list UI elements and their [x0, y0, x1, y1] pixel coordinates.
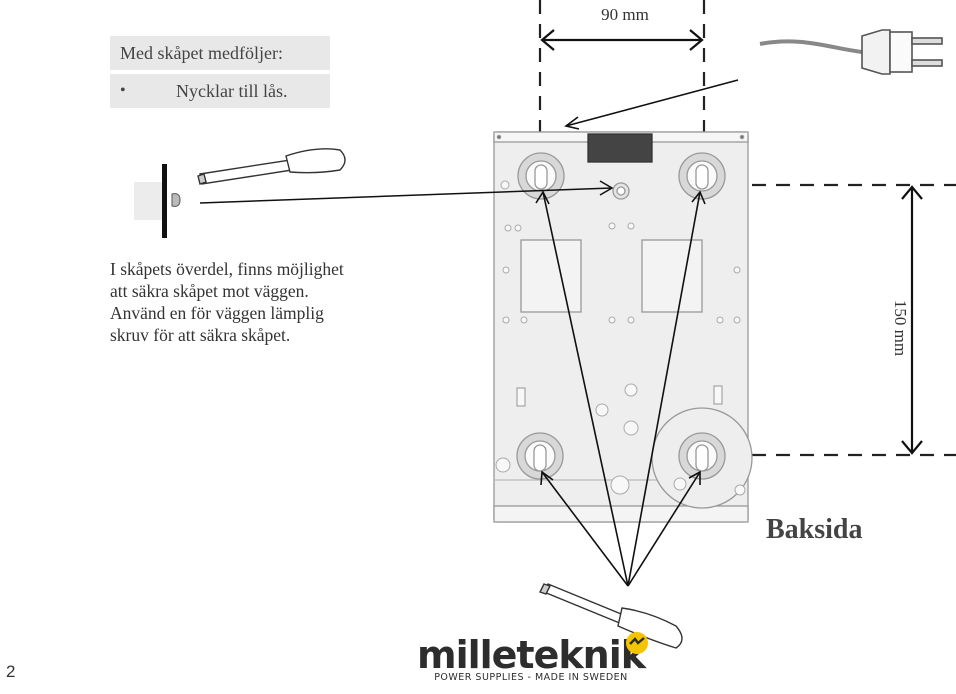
- power-plug-icon: [759, 29, 943, 75]
- dimension-150mm-arrow: [901, 185, 923, 455]
- lightning-badge-icon: [626, 632, 648, 654]
- dimension-guides: [538, 0, 956, 457]
- keyhole-arrows: [535, 190, 706, 587]
- note-line: Använd en för väggen lämplig: [110, 303, 324, 323]
- keyhole-top-left: [517, 152, 565, 200]
- wall-screw-icon: [134, 164, 614, 238]
- company-logo: milleteknik POWER SUPPLIES - MADE IN SWE…: [396, 632, 666, 683]
- bullet-icon: •: [120, 82, 126, 99]
- included-item-keys: • Nycklar till lås.: [110, 74, 330, 108]
- keyhole-top-right: [678, 152, 726, 200]
- logo-tagline: POWER SUPPLIES - MADE IN SWEDEN: [434, 672, 628, 683]
- screwdriver-bottom-icon: [539, 583, 683, 649]
- note-line: att säkra skåpet mot väggen.: [110, 281, 309, 301]
- included-item-label: Nycklar till lås.: [176, 80, 288, 101]
- plug-arrow: [564, 79, 739, 130]
- logo-name: milleteknik: [416, 633, 646, 677]
- dimension-90mm-arrow: [540, 29, 704, 51]
- dimension-vertical-label: 150 mm: [891, 299, 910, 357]
- view-label: Baksida: [766, 514, 863, 545]
- dimension-horizontal-label: 90 mm: [601, 5, 649, 24]
- note-line: skruv för att säkra skåpet.: [110, 325, 291, 345]
- mounting-note: I skåpets överdel, finns möjlighet att s…: [110, 258, 410, 346]
- keyhole-bottom-left: [516, 432, 564, 480]
- page-number: 2: [6, 662, 16, 681]
- note-line: I skåpets överdel, finns möjlighet: [110, 259, 344, 279]
- cabinet-back: [493, 131, 753, 523]
- screwdriver-top-icon: [197, 148, 346, 185]
- top-hook: [587, 133, 653, 163]
- included-items-title: Med skåpet medföljer:: [110, 36, 330, 70]
